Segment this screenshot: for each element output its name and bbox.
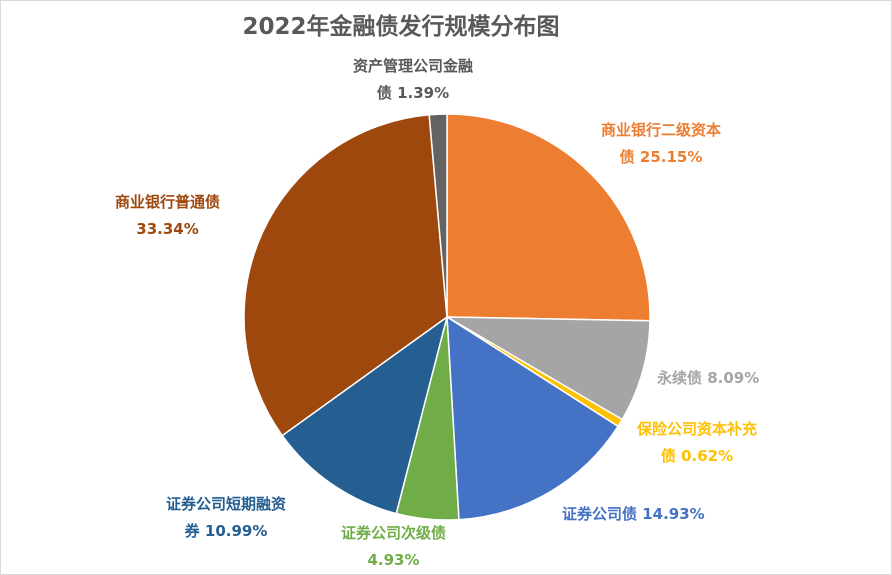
pie-slice-3: [446, 315, 620, 521]
pie-slice-1: [444, 316, 651, 421]
label-amc-financial-bond: 资产管理公司金融债 1.39%: [353, 57, 474, 102]
pie-slice-6: [243, 113, 448, 437]
label-securities-subordinated-bond: 证券公司次级债 4.93%: [341, 524, 447, 569]
label-perpetual-bond: 永续债 8.09%: [657, 369, 760, 387]
pie-slice-0: [446, 113, 651, 322]
pie-slice-7: [428, 113, 448, 318]
label-securities-short-term-notes: 证券公司短期融资券 10.99%: [166, 495, 287, 540]
label-securities-bond: 证券公司债 14.93%: [562, 505, 705, 523]
chart-title: 2022年金融债发行规模分布图: [242, 14, 560, 40]
label-tier2-capital-bond: 商业银行二级资本债 25.15%: [601, 121, 722, 166]
label-bank-ordinary-bond: 商业银行普通债 33.34%: [115, 193, 221, 238]
pie-slice-5: [281, 315, 449, 515]
label-insurance-capital-bond: 保险公司资本补充债 0.62%: [637, 420, 758, 465]
